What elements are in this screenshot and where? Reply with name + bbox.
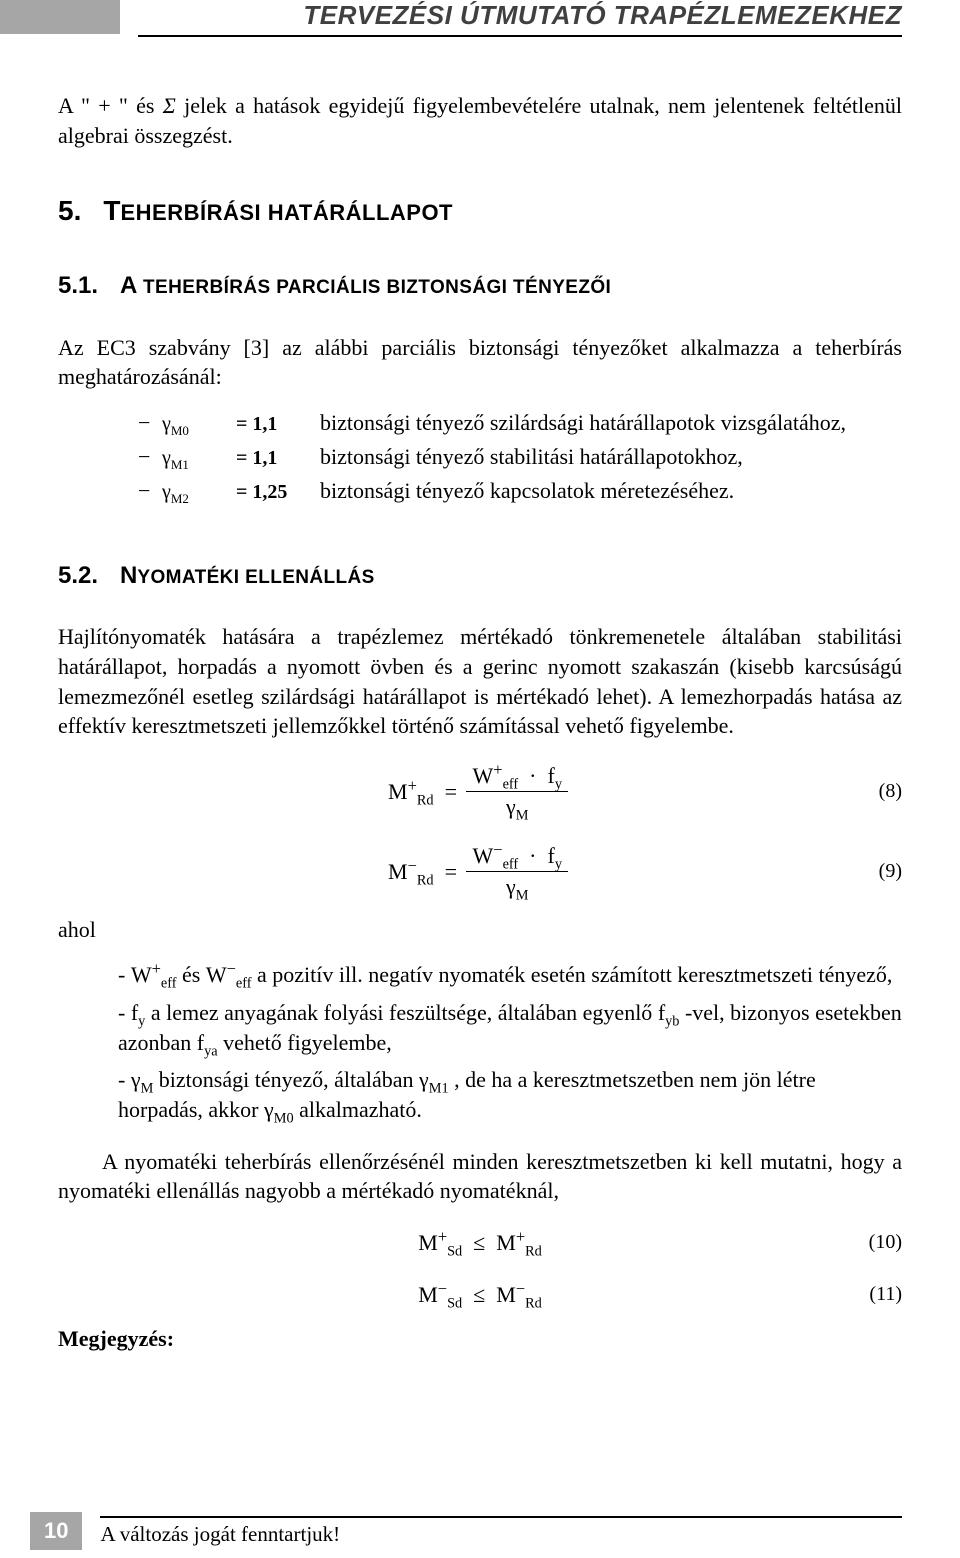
- factor-row-m1: − γM1 = 1,1 biztonsági tényező stabilitá…: [138, 442, 902, 472]
- equation-8: M+Rd = W+eff · fy γM (8): [58, 763, 902, 821]
- header-accent-bar: [0, 0, 120, 34]
- factor-row-m0: − γM0 = 1,1 biztonsági tényező szilárdsá…: [138, 408, 902, 438]
- intro-paragraph: A " + " és Σ jelek a hatások egyidejű fi…: [58, 91, 902, 150]
- megjegyzes-label: Megjegyzés:: [58, 1324, 902, 1354]
- factor-row-m2: − γM2 = 1,25 biztonsági tényező kapcsola…: [138, 476, 902, 506]
- heading-5-2: 5.2. NYOMATÉKI ELLENÁLLÁS: [58, 560, 902, 592]
- eq-label-9: (9): [879, 858, 902, 885]
- page-footer: 10 A változás jogát fenntartjuk!: [0, 1512, 960, 1550]
- heading-5-1: 5.1. A TEHERBÍRÁS PARCIÁLIS BIZTONSÁGI T…: [58, 270, 902, 302]
- footer-text: A változás jogát fenntartjuk!: [100, 1516, 902, 1547]
- definition-list: - W+eff és W−eff a pozitív ill. negatív …: [118, 960, 902, 1124]
- page-header-title: TERVEZÉSI ÚTMUTATÓ TRAPÉZLEMEZEKHEZ: [138, 0, 902, 37]
- heading-5: 5. TEHERBÍRÁSI HATÁRÁLLAPOT: [58, 192, 902, 230]
- equation-9: M−Rd = W−eff · fy γM (9): [58, 843, 902, 901]
- equation-10: M+Sd ≤ M+Rd (10): [58, 1228, 902, 1258]
- ahol-label: ahol: [58, 915, 902, 945]
- page-number: 10: [30, 1512, 82, 1550]
- check-paragraph: A nyomatéki teherbírás ellenőrzésénél mi…: [58, 1147, 902, 1206]
- p52-paragraph: Hajlítónyomaték hatására a trapézlemez m…: [58, 622, 902, 741]
- ec3-paragraph: Az EC3 szabvány [3] az alábbi parciális …: [58, 333, 902, 392]
- factor-list: − γM0 = 1,1 biztonsági tényező szilárdsá…: [58, 408, 902, 506]
- equation-11: M−Sd ≤ M−Rd (11): [58, 1280, 902, 1310]
- eq-label-8: (8): [879, 778, 902, 805]
- eq-label-11: (11): [869, 1281, 902, 1308]
- eq-label-10: (10): [869, 1229, 902, 1256]
